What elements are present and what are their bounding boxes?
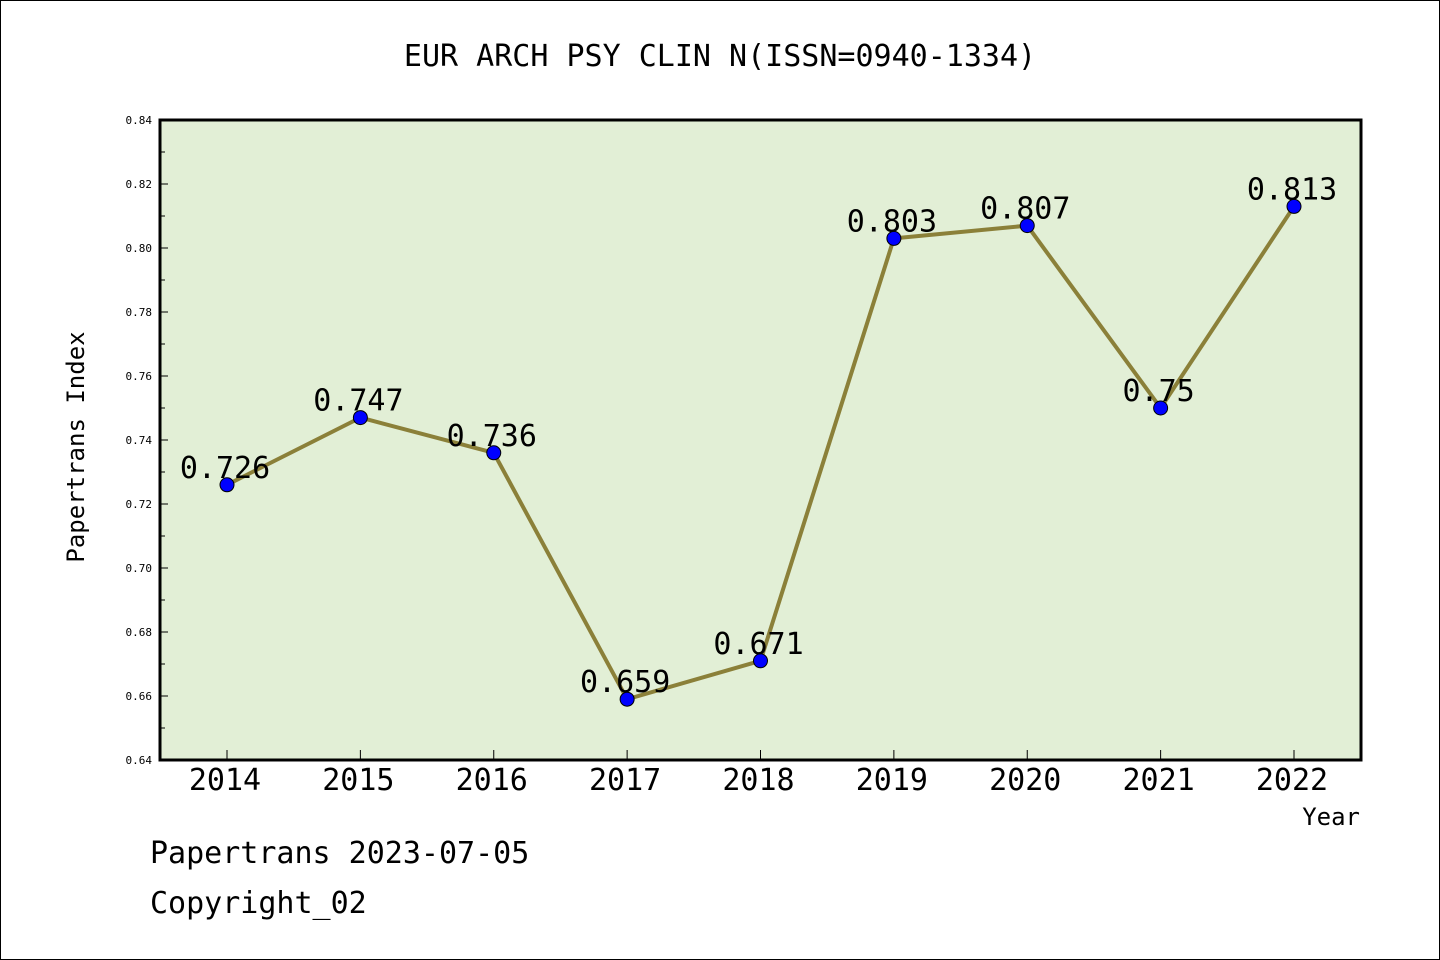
data-point-2022 — [1286, 198, 1302, 214]
x-axis-title: Year — [1302, 803, 1360, 831]
data-point-2020 — [1019, 218, 1035, 234]
x-tick-label-2022: 2022 — [1256, 763, 1328, 798]
x-axis: 2014 2015 2016 2017 2018 2019 2020 2021 2022 — [189, 750, 1328, 798]
x-tick-label-2018: 2018 — [722, 763, 794, 798]
x-tick-label-2019: 2019 — [856, 763, 928, 798]
footer-date: Papertrans 2023-07-05 — [150, 836, 530, 871]
data-label-2016: 0.736 — [447, 419, 537, 454]
y-tick-label-1: 0.66 — [126, 690, 153, 703]
data-label-2021: 0.75 — [1123, 374, 1195, 409]
data-point-2018 — [753, 653, 768, 669]
data-point-2017 — [619, 691, 635, 707]
data-label-2014: 0.726 — [180, 451, 270, 486]
y-tick-label-2: 0.68 — [126, 626, 153, 639]
y-tick-label-5: 0.74 — [126, 434, 153, 447]
x-tick-label-2014: 2014 — [189, 763, 261, 798]
y-axis-title: Papertrans Index — [62, 331, 90, 562]
y-tick-label-6: 0.76 — [126, 370, 153, 383]
data-point-2021 — [1153, 400, 1169, 416]
y-tick-label-9: 0.82 — [126, 178, 153, 191]
x-tick-label-2017: 2017 — [589, 763, 661, 798]
y-axis: 0.64 0.66 0.68 0.70 0.72 0.74 0.76 0.78 0.80 0.82… — [126, 114, 168, 767]
y-tick-label-10: 0.84 — [126, 114, 153, 127]
y-tick-label-3: 0.70 — [126, 562, 153, 575]
data-label-2020: 0.807 — [980, 192, 1070, 227]
data-label-2015: 0.747 — [313, 384, 403, 419]
footer-copyright: Copyright_02 — [150, 886, 367, 921]
data-point-2014 — [219, 477, 235, 493]
data-point-2019 — [886, 230, 902, 246]
data-label-2019: 0.803 — [847, 204, 937, 239]
x-tick-label-2020: 2020 — [989, 763, 1061, 798]
x-tick-label-2015: 2015 — [322, 763, 394, 798]
data-label-2018: 0.671 — [713, 627, 803, 662]
x-tick-label-2016: 2016 — [456, 763, 528, 798]
series-layer: 0.726 0.747 0.736 0.659 0.671 0.803 0.807 0.75 0… — [180, 172, 1337, 707]
x-tick-label-2021: 2021 — [1123, 763, 1195, 798]
y-tick-label-4: 0.72 — [126, 498, 153, 511]
chart-title: EUR ARCH PSY CLIN N(ISSN=0940-1334) — [404, 39, 1036, 74]
data-label-2022: 0.813 — [1247, 172, 1337, 207]
data-point-2015 — [352, 410, 368, 426]
data-point-2016 — [486, 445, 502, 461]
data-label-2017: 0.659 — [580, 665, 670, 700]
y-tick-label-8: 0.80 — [126, 242, 153, 255]
y-tick-label-7: 0.78 — [126, 306, 153, 319]
y-tick-label-0: 0.64 — [126, 754, 153, 767]
